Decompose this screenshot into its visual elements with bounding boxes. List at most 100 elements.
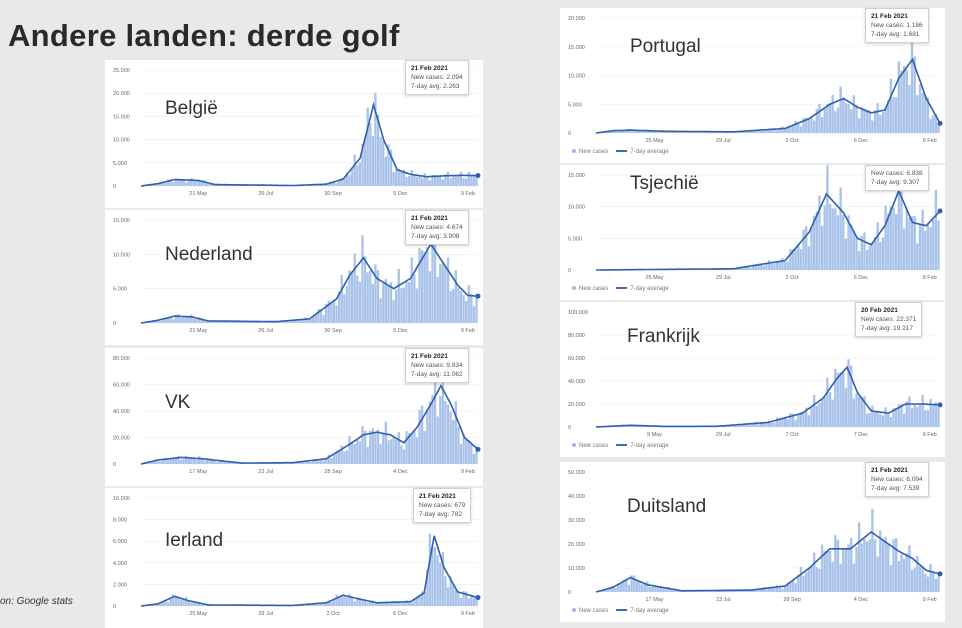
- new-cases-bar: [379, 443, 382, 464]
- new-cases-bar: [913, 404, 916, 427]
- new-cases-bar: [823, 205, 826, 270]
- new-cases-bar: [327, 454, 330, 464]
- latest-point: [937, 208, 943, 214]
- new-cases-bar: [765, 263, 768, 270]
- new-cases-bar: [633, 425, 636, 427]
- new-cases-bar: [762, 131, 766, 133]
- new-cases-bar: [823, 397, 826, 427]
- new-cases-bar: [614, 588, 617, 592]
- new-cases-bar: [770, 587, 773, 592]
- country-name: Tsjechië: [630, 173, 699, 194]
- new-cases-bar: [151, 321, 154, 323]
- new-cases-bar: [156, 183, 159, 186]
- country-name: Portugal: [630, 36, 701, 57]
- new-cases-bar: [395, 601, 398, 606]
- new-cases-bar: [850, 538, 853, 592]
- new-cases-bar: [345, 597, 349, 606]
- new-cases-bar: [413, 175, 416, 186]
- new-cases-bar: [823, 551, 826, 592]
- new-cases-bar: [462, 177, 465, 186]
- new-cases-bar: [332, 600, 336, 606]
- new-cases-bar: [231, 321, 235, 323]
- y-tick-label: 5.000: [568, 236, 582, 242]
- new-cases-bar: [807, 246, 811, 270]
- new-cases-bar: [319, 603, 323, 606]
- new-cases-bar: [786, 582, 789, 592]
- y-tick-label: 60.000: [568, 356, 585, 362]
- new-cases-bar: [807, 568, 811, 592]
- new-cases-bar: [322, 602, 325, 606]
- new-cases-bar: [405, 281, 408, 323]
- new-cases-bar: [221, 185, 224, 186]
- new-cases-bar: [892, 97, 895, 133]
- new-cases-bar: [667, 586, 670, 592]
- new-cases-bar: [723, 591, 726, 592]
- new-cases-bar: [338, 291, 341, 323]
- new-cases-bar: [865, 110, 869, 133]
- chart-svg: 80.000 60.000 40.000 20.000 0 17 May 23 Jul 28 …: [113, 356, 481, 475]
- new-cases-bar: [420, 177, 424, 186]
- new-cases-bar: [916, 407, 919, 427]
- new-cases-bar: [467, 440, 470, 464]
- new-cases-bar: [306, 604, 310, 606]
- new-cases-bar: [736, 590, 739, 592]
- new-cases-bar: [423, 592, 426, 606]
- new-cases-bar: [153, 604, 157, 606]
- new-cases-bar: [159, 461, 162, 464]
- new-cases-bar: [651, 586, 654, 592]
- new-cases-bar: [376, 114, 380, 186]
- new-cases-bar: [778, 261, 781, 270]
- new-cases-bar: [783, 418, 787, 427]
- new-cases-bar: [286, 321, 289, 323]
- new-cases-bar: [203, 319, 206, 323]
- new-cases-bar: [371, 600, 375, 606]
- new-cases-bar: [680, 131, 684, 133]
- legend-average-swatch: [616, 609, 628, 612]
- new-cases-bar: [431, 174, 434, 186]
- new-cases-bar: [190, 457, 193, 464]
- new-cases-bar: [470, 443, 473, 464]
- new-cases-bar: [413, 274, 416, 323]
- new-cases-bar: [768, 128, 771, 133]
- new-cases-bar: [794, 419, 797, 427]
- new-cases-bar: [449, 290, 452, 323]
- new-cases-bar: [770, 264, 773, 270]
- new-cases-bar: [881, 415, 885, 427]
- new-cases-bar: [884, 107, 887, 133]
- y-tick-label: 10.000: [113, 496, 130, 502]
- new-cases-bar: [335, 450, 338, 464]
- new-cases-bar: [744, 590, 747, 592]
- new-cases-bar: [379, 136, 382, 186]
- new-cases-bar: [363, 256, 367, 323]
- new-cases-bar: [791, 125, 795, 133]
- new-cases-bar: [353, 154, 356, 186]
- hover-tooltip: 21 Feb 2021 New cases: 679 7-day avg: 782: [413, 488, 472, 523]
- new-cases-bar: [895, 538, 898, 592]
- tooltip-new-cases: New cases: 1.186: [871, 22, 923, 29]
- new-cases-bar: [439, 396, 442, 464]
- new-cases-bar: [908, 396, 911, 427]
- new-cases-bar: [444, 174, 447, 186]
- new-cases-bar: [738, 424, 742, 427]
- new-cases-bar: [876, 412, 879, 427]
- new-cases-bar: [820, 399, 824, 427]
- new-cases-bar: [752, 265, 755, 270]
- new-cases-bar: [418, 594, 421, 606]
- new-cases-bar: [216, 461, 219, 464]
- new-cases-bar: [185, 182, 188, 186]
- new-cases-bar: [640, 584, 644, 592]
- new-cases-bar: [916, 243, 919, 270]
- new-cases-bar: [897, 61, 901, 133]
- y-tick-label: 20.000: [113, 436, 130, 442]
- new-cases-bar: [314, 602, 317, 606]
- new-cases-bar: [431, 233, 434, 323]
- new-cases-bar: [842, 214, 845, 270]
- new-cases-bar: [622, 579, 625, 592]
- new-cases-bar: [818, 568, 821, 592]
- legend-new-cases: New cases: [579, 443, 609, 449]
- new-cases-bar: [900, 403, 903, 427]
- new-cases-bar: [812, 215, 816, 270]
- new-cases-bar: [786, 419, 789, 427]
- latest-point: [475, 293, 481, 299]
- new-cases-bar: [444, 400, 447, 464]
